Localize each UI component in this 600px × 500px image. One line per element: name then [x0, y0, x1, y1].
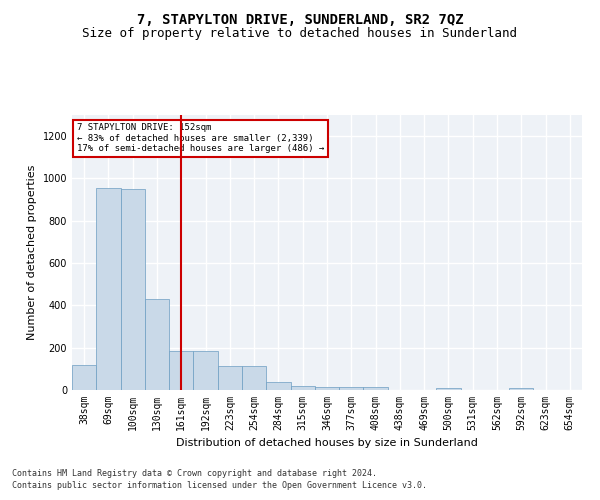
Text: 7, STAPYLTON DRIVE, SUNDERLAND, SR2 7QZ: 7, STAPYLTON DRIVE, SUNDERLAND, SR2 7QZ — [137, 12, 463, 26]
Bar — [242, 366, 266, 390]
Bar — [145, 299, 169, 390]
Text: Contains public sector information licensed under the Open Government Licence v3: Contains public sector information licen… — [12, 481, 427, 490]
Text: 7 STAPYLTON DRIVE: 152sqm
← 83% of detached houses are smaller (2,339)
17% of se: 7 STAPYLTON DRIVE: 152sqm ← 83% of detac… — [77, 123, 325, 153]
Bar — [364, 387, 388, 390]
Bar — [193, 351, 218, 390]
Bar — [169, 351, 193, 390]
Text: Size of property relative to detached houses in Sunderland: Size of property relative to detached ho… — [83, 28, 517, 40]
Bar — [509, 388, 533, 390]
Bar — [436, 388, 461, 390]
X-axis label: Distribution of detached houses by size in Sunderland: Distribution of detached houses by size … — [176, 438, 478, 448]
Bar — [290, 386, 315, 390]
Bar — [72, 364, 96, 390]
Bar — [339, 387, 364, 390]
Bar — [121, 189, 145, 390]
Bar — [218, 366, 242, 390]
Text: Contains HM Land Registry data © Crown copyright and database right 2024.: Contains HM Land Registry data © Crown c… — [12, 468, 377, 477]
Bar — [266, 382, 290, 390]
Bar — [315, 387, 339, 390]
Bar — [96, 188, 121, 390]
Y-axis label: Number of detached properties: Number of detached properties — [27, 165, 37, 340]
